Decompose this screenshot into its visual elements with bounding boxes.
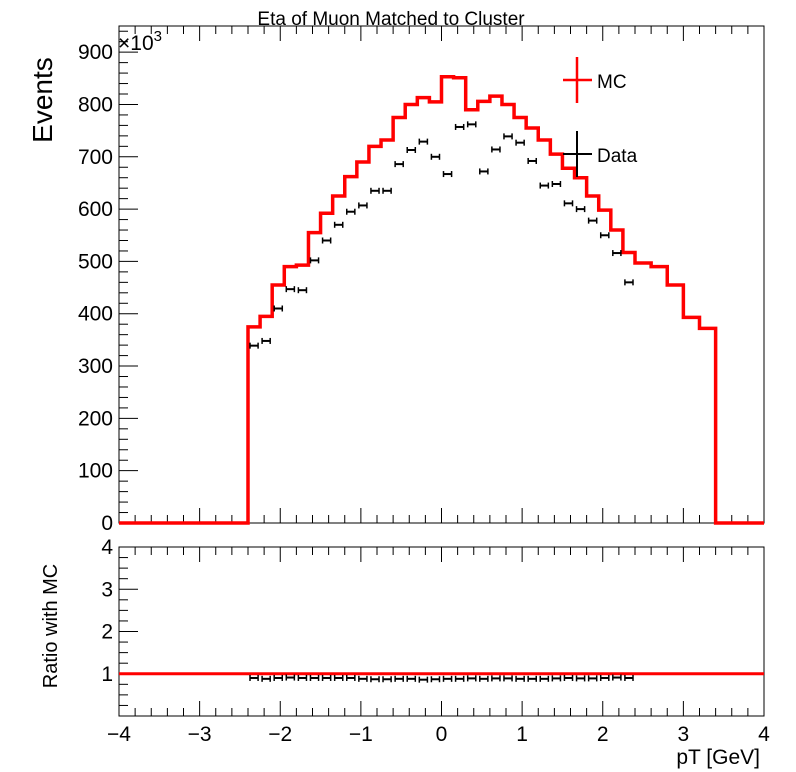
ratio-x-tick-label: 0 xyxy=(436,723,448,746)
ratio-y-tick-label: 2 xyxy=(101,621,113,644)
ratio-x-tick-label: 2 xyxy=(597,723,609,746)
y-axis-multiplier: ×103 xyxy=(118,28,162,55)
main-y-tick-label: 400 xyxy=(78,303,113,326)
main-y-tick-label: 300 xyxy=(78,355,113,378)
legend-data-label: Data xyxy=(597,146,638,167)
x-axis-label: pT [GeV] xyxy=(676,746,760,769)
main-y-tick-label: 0 xyxy=(101,512,113,535)
ratio-x-tick-label: 3 xyxy=(678,723,690,746)
main-y-tick-label: 600 xyxy=(78,198,113,221)
y-axis-label: Events xyxy=(27,57,58,143)
ratio-x-tick-label: −4 xyxy=(107,723,131,746)
ratio-y-axis-label: Ratio with MC xyxy=(40,564,62,688)
legend: MC Data xyxy=(563,57,638,177)
ratio-frame xyxy=(118,546,765,717)
main-y-tick-label: 200 xyxy=(78,407,113,430)
main-y-tick-label: 700 xyxy=(78,146,113,169)
ratio-y-tick-label: 1 xyxy=(101,663,113,686)
ratio-x-tick-label: 1 xyxy=(516,723,528,746)
ratio-y-tick-label: 4 xyxy=(101,536,113,559)
main-y-tick-label: 900 xyxy=(78,41,113,64)
ratio-y-tick-label: 3 xyxy=(101,578,113,601)
main-plot-area: 0 100 200 300 400 500 600 700 800 900 xyxy=(78,25,765,535)
ratio-x-tick-label: −1 xyxy=(349,723,373,746)
main-y-tick-label: 500 xyxy=(78,250,113,273)
ratio-x-tick-label: 4 xyxy=(758,723,770,746)
ratio-x-tick-label: −3 xyxy=(188,723,212,746)
main-y-tick-label: 800 xyxy=(78,93,113,116)
ratio-plot-area: −4 −3 −2 −1 0 1 2 3 4 1 2 3 4 xyxy=(101,536,770,746)
main-y-tick-label: 100 xyxy=(78,460,113,483)
y-axis-multiplier-exp: 3 xyxy=(154,28,162,45)
y-axis-multiplier-base: ×10 xyxy=(118,32,154,55)
chart-title: Eta of Muon Matched to Cluster xyxy=(257,9,525,30)
ratio-x-tick-label: −2 xyxy=(268,723,292,746)
legend-mc-label: MC xyxy=(597,72,627,93)
mc-histogram-line xyxy=(119,74,764,525)
